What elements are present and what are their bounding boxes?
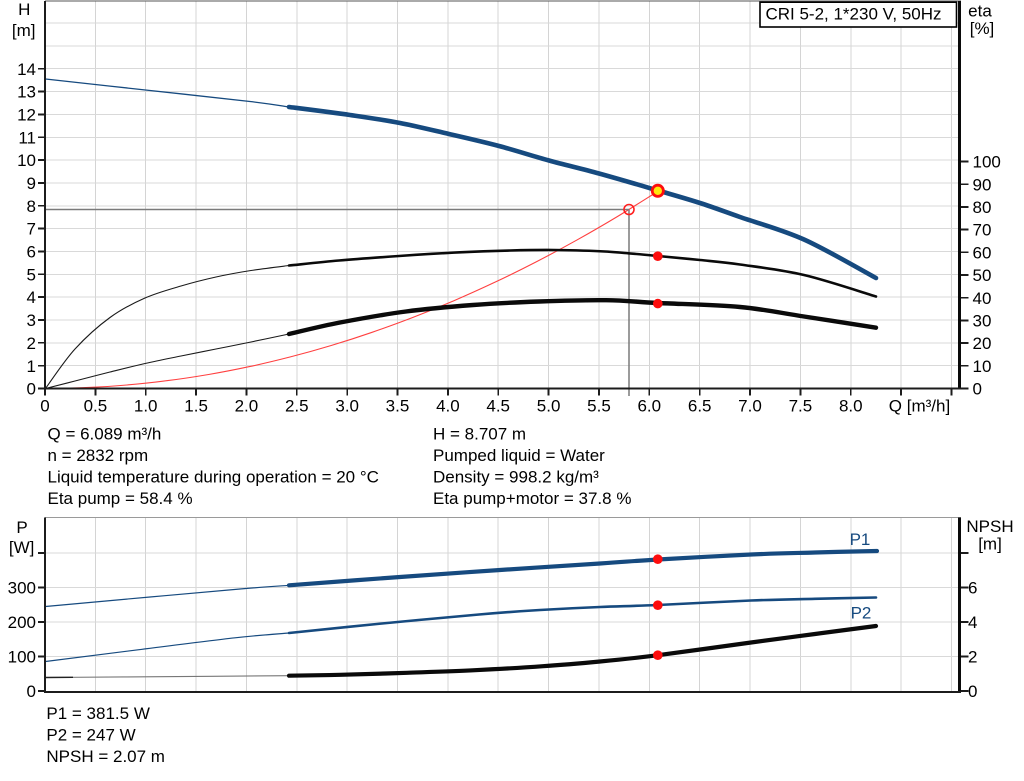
svg-text:8.0: 8.0 <box>839 396 863 415</box>
svg-text:4.0: 4.0 <box>436 396 460 415</box>
svg-text:6: 6 <box>968 579 977 598</box>
svg-text:n = 2832 rpm: n = 2832 rpm <box>48 446 149 465</box>
svg-text:14: 14 <box>17 60 36 79</box>
svg-text:13: 13 <box>17 83 36 102</box>
svg-text:0: 0 <box>973 380 982 399</box>
svg-text:9: 9 <box>27 174 36 193</box>
svg-text:[m]: [m] <box>978 535 1002 554</box>
svg-text:0: 0 <box>968 682 977 701</box>
svg-text:P: P <box>16 518 27 537</box>
svg-text:12: 12 <box>17 106 36 125</box>
svg-text:[W]: [W] <box>9 538 35 557</box>
svg-text:10: 10 <box>17 151 36 170</box>
svg-text:3.5: 3.5 <box>386 396 410 415</box>
svg-text:Q [m³/h]: Q [m³/h] <box>889 396 950 415</box>
svg-text:1: 1 <box>27 357 36 376</box>
svg-text:Eta pump+motor = 37.8 %: Eta pump+motor = 37.8 % <box>433 489 631 508</box>
svg-text:100: 100 <box>8 648 36 667</box>
svg-text:70: 70 <box>973 221 992 240</box>
svg-text:eta: eta <box>968 2 992 21</box>
svg-text:40: 40 <box>973 289 992 308</box>
svg-text:60: 60 <box>973 243 992 262</box>
svg-text:Liquid temperature during oper: Liquid temperature during operation = 20… <box>48 467 379 486</box>
svg-text:H: H <box>18 0 30 19</box>
svg-text:5.5: 5.5 <box>587 396 611 415</box>
svg-text:P2: P2 <box>851 604 872 623</box>
svg-text:7: 7 <box>27 220 36 239</box>
svg-text:10: 10 <box>973 357 992 376</box>
svg-text:0: 0 <box>40 396 49 415</box>
svg-text:7.5: 7.5 <box>789 396 813 415</box>
svg-text:5.0: 5.0 <box>537 396 561 415</box>
svg-text:P1 = 381.5 W: P1 = 381.5 W <box>46 704 149 723</box>
svg-text:20: 20 <box>973 334 992 353</box>
svg-text:7.0: 7.0 <box>738 396 762 415</box>
svg-text:0: 0 <box>27 682 36 701</box>
svg-text:2: 2 <box>968 648 977 667</box>
svg-text:4: 4 <box>27 288 36 307</box>
svg-text:4: 4 <box>968 613 977 632</box>
svg-text:80: 80 <box>973 198 992 217</box>
svg-text:90: 90 <box>973 175 992 194</box>
svg-text:6.0: 6.0 <box>637 396 661 415</box>
svg-text:100: 100 <box>973 153 1001 172</box>
svg-text:0.5: 0.5 <box>84 396 108 415</box>
svg-text:H = 8.707 m: H = 8.707 m <box>433 424 526 443</box>
svg-text:NPSH = 2.07 m: NPSH = 2.07 m <box>46 747 165 766</box>
svg-text:5: 5 <box>27 265 36 284</box>
svg-text:Q = 6.089 m³/h: Q = 6.089 m³/h <box>48 424 162 443</box>
svg-text:11: 11 <box>18 128 36 147</box>
svg-text:P2 = 247 W: P2 = 247 W <box>46 726 135 745</box>
svg-text:2.0: 2.0 <box>235 396 259 415</box>
svg-text:50: 50 <box>973 266 992 285</box>
svg-text:Eta pump = 58.4 %: Eta pump = 58.4 % <box>48 489 193 508</box>
svg-text:3: 3 <box>27 311 36 330</box>
svg-text:3.0: 3.0 <box>335 396 359 415</box>
svg-text:1.5: 1.5 <box>184 396 208 415</box>
svg-text:200: 200 <box>8 613 36 632</box>
svg-text:1.0: 1.0 <box>134 396 158 415</box>
svg-text:300: 300 <box>8 579 36 598</box>
svg-text:6: 6 <box>27 243 36 262</box>
svg-text:0: 0 <box>27 380 36 399</box>
svg-text:P1: P1 <box>850 530 871 549</box>
svg-text:4.5: 4.5 <box>486 396 510 415</box>
svg-text:Density = 998.2 kg/m³: Density = 998.2 kg/m³ <box>433 467 599 486</box>
svg-text:6.5: 6.5 <box>688 396 712 415</box>
svg-text:2: 2 <box>27 334 36 353</box>
svg-text:[m]: [m] <box>12 21 36 40</box>
svg-text:Pumped liquid = Water: Pumped liquid = Water <box>433 446 605 465</box>
svg-text:30: 30 <box>973 312 992 331</box>
svg-text:[%]: [%] <box>970 19 995 38</box>
svg-text:NPSH: NPSH <box>966 517 1013 536</box>
svg-text:CRI 5-2, 1*230 V, 50Hz: CRI 5-2, 1*230 V, 50Hz <box>765 5 941 24</box>
svg-text:2.5: 2.5 <box>285 396 309 415</box>
svg-text:8: 8 <box>27 197 36 216</box>
